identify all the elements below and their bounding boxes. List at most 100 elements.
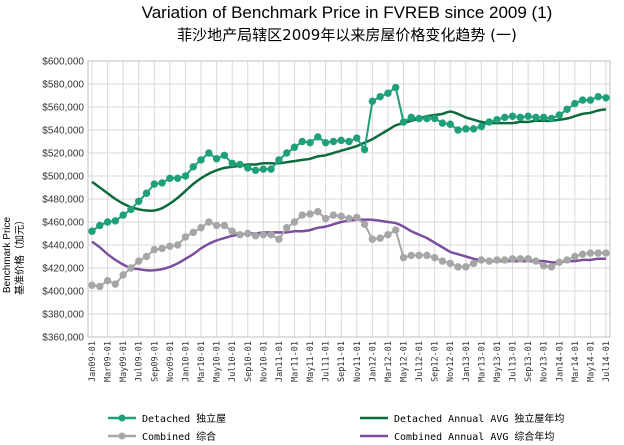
data-point-detached [353,134,361,142]
data-point-combined [399,253,408,262]
data-point-combined [88,281,96,289]
data-point-detached [181,172,190,180]
data-point-combined [306,210,314,218]
legend-label-detached-avg: Detached Annual AVG 独立屋年均 [394,412,564,425]
x-tick-label: Sep13-01 [524,341,534,382]
data-point-detached [251,166,260,174]
x-tick-label: Jan14-01 [555,341,565,382]
data-point-combined [337,212,345,220]
legend-item-detached[interactable]: Detached 独立屋 [108,412,226,425]
data-point-combined [321,214,330,223]
legend-label-detached: Detached 独立屋 [142,412,226,425]
data-point-combined [524,255,532,263]
data-point-detached [96,221,104,230]
data-point-combined [127,264,135,272]
data-point-detached [290,143,299,151]
data-point-combined [259,230,268,239]
data-point-combined [571,252,579,261]
data-point-detached [298,137,306,146]
data-point-detached [103,218,112,226]
data-point-detached [158,179,166,187]
data-point-combined [508,255,517,263]
data-point-combined [493,256,501,264]
data-point-combined [220,221,229,230]
data-point-combined [438,257,447,265]
x-tick-label: Nov09-01 [166,341,176,382]
y-tick-label: $580,000 [42,80,84,91]
data-point-detached [532,113,540,122]
data-point-combined [228,227,236,235]
data-point-detached [135,197,143,206]
x-tick-label: May10-01 [213,341,223,382]
data-point-combined [555,258,563,266]
y-tick-label: $560,000 [42,103,84,114]
data-point-combined [298,211,306,219]
data-point-combined [166,242,174,250]
y-tick-label: $480,000 [42,195,84,206]
legend-item-combined[interactable]: Combined 综合 [108,430,216,443]
data-point-detached [259,165,268,173]
data-point-detached [547,114,556,123]
x-tick-label: Sep10-01 [244,341,254,382]
data-point-detached [392,83,400,92]
data-point-combined [353,213,361,222]
data-point-combined [282,224,291,232]
data-point-detached [212,155,221,163]
data-point-combined [197,224,205,232]
data-point-combined [251,232,260,240]
data-point-detached [586,96,595,104]
data-point-detached [407,113,416,122]
data-point-combined [578,250,587,258]
data-point-detached [220,151,229,160]
data-point-combined [547,263,556,271]
data-point-detached [493,115,501,124]
data-point-combined [485,257,493,265]
data-point-detached [329,137,338,146]
series-lines [88,83,610,291]
data-point-detached [119,211,127,219]
data-point-combined [454,263,462,271]
data-point-detached [360,145,369,154]
x-tick-label: Jan13-01 [462,341,472,382]
x-tick-label: Mar10-01 [197,341,207,382]
legend: Detached 独立屋 Detached Annual AVG 独立屋年均 C… [108,412,564,443]
data-point-detached [454,126,462,134]
legend-item-detached-avg[interactable]: Detached Annual AVG 独立屋年均 [360,412,564,425]
data-point-detached [571,99,579,108]
y-tick-labels: $360,000 $380,000 $400,000 $420,000 $440,000… [42,57,84,344]
data-point-detached [430,114,439,123]
data-point-combined [244,229,252,238]
data-point-combined [142,252,151,261]
data-point-detached [127,205,135,214]
data-point-detached [376,92,384,101]
x-tick-label: Jul10-01 [228,341,238,382]
chart-subtitle: 菲沙地产局辖区2009年以来房屋价格变化趋势 (一) [177,26,517,44]
x-tick-label: Nov12-01 [446,341,456,382]
y-tick-label: $400,000 [42,287,84,298]
data-point-combined [119,271,127,279]
plot-frame [87,60,611,338]
y-tick-label: $420,000 [42,264,84,275]
data-point-detached [501,113,509,122]
data-point-combined [430,253,439,262]
data-point-combined [345,214,353,223]
data-point-combined [423,251,431,260]
data-point-combined [407,251,416,260]
x-tick-labels: Jan09-01 Mar09-01 May09-01 Jul09-01 Sep09-01… [88,341,612,382]
x-tick-label: Jan12-01 [368,341,378,382]
x-tick-label: Jul12-01 [415,341,425,382]
legend-item-combined-avg[interactable]: Combined Annual AVG 综合年均 [360,430,554,443]
x-tick-label: May11-01 [306,341,316,382]
data-point-combined [275,235,283,243]
x-tick-label: May14-01 [586,341,596,382]
data-point-detached [563,105,571,114]
data-point-detached [267,165,275,173]
data-point-detached [282,149,291,157]
data-point-combined [477,256,486,264]
data-point-combined [384,230,392,239]
x-tick-label: Nov10-01 [259,341,269,382]
data-point-combined [103,276,112,285]
data-point-combined [189,228,197,237]
data-point-detached [594,92,602,101]
